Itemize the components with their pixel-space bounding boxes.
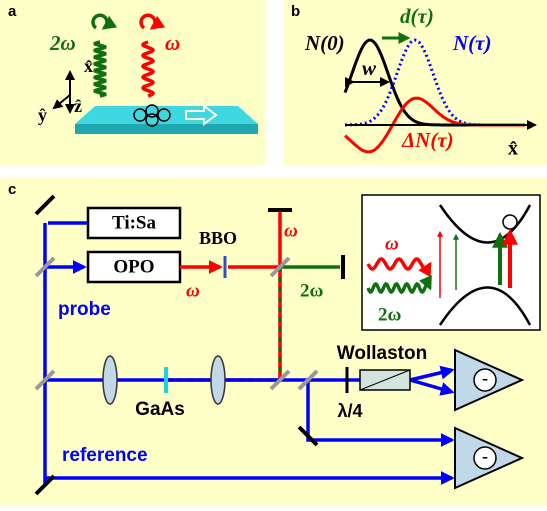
sample-side (75, 124, 258, 134)
panel-label: b (291, 3, 300, 20)
axis-label: ẑ (74, 96, 82, 116)
label-w: w (362, 56, 377, 80)
sample-label: GaAs (135, 399, 185, 420)
label-2w: 2ω (49, 31, 76, 55)
wollaston-label: Wollaston (337, 343, 427, 364)
detector-sign: - (482, 368, 488, 388)
label-n0: N(0) (304, 31, 345, 55)
probe-label: probe (58, 299, 111, 320)
axis-label: ŷ (38, 105, 47, 125)
label-ntau: N(τ) (452, 31, 491, 55)
omega-label: ω (284, 220, 298, 241)
sample-slab (75, 106, 258, 124)
opo-label: OPO (113, 256, 154, 277)
laser-label: Ti:Sa (112, 212, 157, 233)
omega-label: ω (186, 280, 200, 301)
panel-label: a (8, 3, 17, 20)
label-shift: d(τ) (400, 4, 434, 28)
axis-label: x̂ (508, 138, 518, 160)
panel-a-bg (0, 0, 266, 165)
axis-label: x̂ (84, 56, 93, 76)
reference-label: reference (62, 445, 148, 466)
detector-sign: - (482, 446, 488, 466)
inset-omega: ω (385, 233, 399, 254)
label-w: ω (165, 31, 180, 55)
figure: a 2ω ω x̂ ŷ ẑ b d(τ) N(0) N(τ) w ΔN(τ) x… (0, 0, 547, 506)
inset-two-omega: 2ω (378, 304, 402, 325)
waveplate-label: λ/4 (337, 401, 362, 421)
label-delta: ΔN(τ) (401, 128, 454, 152)
two-omega-label: 2ω (300, 280, 324, 301)
panel-label: c (8, 181, 16, 198)
bbo-label: BBO (199, 228, 237, 248)
